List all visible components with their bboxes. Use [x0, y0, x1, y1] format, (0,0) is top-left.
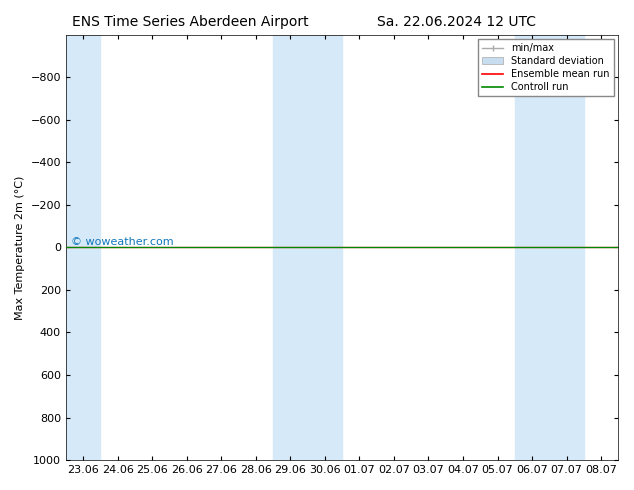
Text: Sa. 22.06.2024 12 UTC: Sa. 22.06.2024 12 UTC	[377, 15, 536, 29]
Text: ENS Time Series Aberdeen Airport: ENS Time Series Aberdeen Airport	[72, 15, 309, 29]
Y-axis label: Max Temperature 2m (°C): Max Temperature 2m (°C)	[15, 175, 25, 319]
Bar	[515, 35, 584, 460]
Legend: min/max, Standard deviation, Ensemble mean run, Controll run: min/max, Standard deviation, Ensemble me…	[478, 40, 614, 96]
Bar	[66, 35, 100, 460]
Bar	[273, 35, 342, 460]
Text: © woweather.com: © woweather.com	[72, 237, 174, 247]
